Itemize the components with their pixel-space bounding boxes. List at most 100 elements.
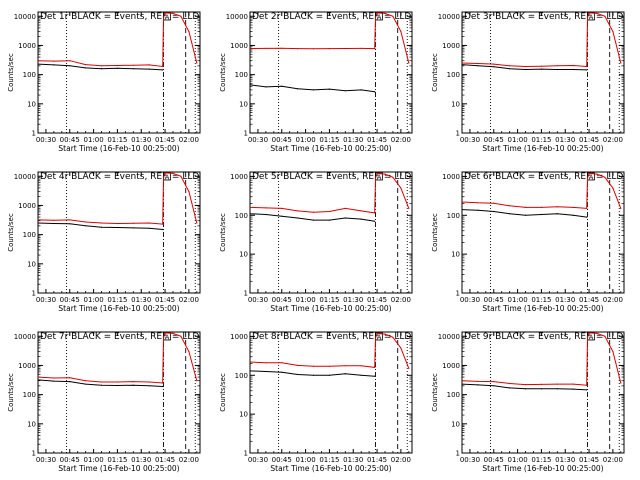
x-tick-label: 01:00 <box>295 456 315 464</box>
events-point <box>572 214 574 216</box>
lld-point <box>556 65 558 67</box>
events-point <box>162 228 164 231</box>
marker-label: A <box>377 174 382 182</box>
events-series-line <box>462 209 587 218</box>
plot-frame <box>37 11 201 134</box>
events-point <box>148 227 150 229</box>
events-point <box>250 84 251 86</box>
x-tick-label: 01:45 <box>579 136 599 144</box>
events-point <box>265 213 267 216</box>
plot-title: Det 2r BLACK = Events, RED = LLD <box>252 12 411 22</box>
x-tick-label: 01:30 <box>343 296 363 304</box>
events-point <box>493 66 495 68</box>
events-point <box>116 67 118 69</box>
y-tick-label: 10 <box>239 411 248 419</box>
events-point <box>540 68 543 70</box>
lld-point <box>312 365 315 367</box>
lld-point <box>400 347 402 349</box>
y-tick-label: 1000 <box>230 42 248 50</box>
events-point <box>374 91 376 93</box>
x-tick-label: 02:00 <box>391 296 411 304</box>
y-tick-label: 10000 <box>226 13 248 21</box>
x-tick-label: 01:15 <box>319 136 339 144</box>
lld-point <box>265 362 267 364</box>
y-tick-label: 100 <box>447 71 460 79</box>
y-tick-label: 1000 <box>18 362 36 370</box>
lld-point <box>374 366 376 368</box>
lld-point <box>374 48 376 50</box>
y-tick-label: 10 <box>451 100 460 108</box>
y-tick-label: 1000 <box>18 42 36 50</box>
y-tick-label: 1 <box>32 290 36 298</box>
lld-point <box>297 364 299 366</box>
x-tick-label: 01:30 <box>555 456 575 464</box>
events-point <box>374 220 376 222</box>
lld-point <box>588 12 590 14</box>
events-point <box>100 384 103 386</box>
plot-frame <box>461 171 625 294</box>
x-tick-label: 01:00 <box>295 136 315 144</box>
events-point <box>281 215 283 217</box>
events-point <box>572 68 574 71</box>
x-tick-label: 01:45 <box>367 456 387 464</box>
events-point <box>297 373 299 376</box>
lld-point <box>53 377 55 379</box>
y-tick-label: 1 <box>244 130 248 138</box>
events-point <box>509 213 511 215</box>
lld-point <box>265 47 267 50</box>
lld-point <box>477 62 479 65</box>
y-tick-label: 10000 <box>14 333 36 341</box>
events-point <box>540 213 543 216</box>
lld-point <box>265 207 267 209</box>
events-point <box>312 374 315 376</box>
x-tick-label: 01:15 <box>107 456 127 464</box>
lld-point <box>344 207 346 209</box>
y-axis-label: Counts/sec <box>219 213 227 252</box>
y-tick-label: 10000 <box>14 13 36 21</box>
x-tick-label: 00:30 <box>248 296 268 304</box>
lld-point <box>312 211 315 213</box>
lld-point <box>164 172 166 174</box>
lld-point <box>596 332 598 334</box>
lld-point <box>524 384 527 386</box>
lld-point <box>586 177 589 179</box>
x-tick-label: 01:45 <box>155 296 175 304</box>
x-tick-label: 00:45 <box>484 456 504 464</box>
events-point <box>328 219 330 221</box>
events-point <box>38 222 39 224</box>
x-axis-label: Start Time (16-Feb-10 00:25:00) <box>482 464 603 473</box>
lld-point <box>540 383 543 385</box>
x-tick-label: 01:15 <box>531 456 551 464</box>
marker-label: A <box>589 14 594 22</box>
lld-point <box>462 62 463 64</box>
lld-point <box>85 221 87 223</box>
events-point <box>344 373 346 375</box>
events-point <box>344 217 346 219</box>
plot-frame <box>249 331 413 454</box>
lld-point <box>462 380 463 382</box>
plot-frame <box>461 11 625 134</box>
lld-point <box>38 60 39 62</box>
x-tick-label: 01:45 <box>367 136 387 144</box>
x-axis-label: Start Time (16-Feb-10 00:25:00) <box>482 304 603 313</box>
x-tick-label: 00:30 <box>36 136 56 144</box>
lld-point <box>408 207 410 209</box>
plot-title: Det 5r BLACK = Events, RED = LLD <box>252 172 411 182</box>
x-axis-label: Start Time (16-Feb-10 00:25:00) <box>58 144 179 153</box>
lld-point <box>400 30 402 33</box>
lld-point <box>384 12 386 14</box>
x-tick-label: 01:00 <box>295 296 315 304</box>
lld-point <box>281 362 283 364</box>
lld-point <box>400 187 402 189</box>
lld-point <box>588 172 590 174</box>
events-series-line <box>38 222 163 230</box>
lld-point <box>392 15 394 17</box>
events-point <box>297 88 299 90</box>
x-tick-label: 01:15 <box>319 296 339 304</box>
lld-point <box>344 47 346 50</box>
events-point <box>312 89 315 91</box>
lld-point <box>162 337 165 339</box>
events-point <box>116 384 118 387</box>
